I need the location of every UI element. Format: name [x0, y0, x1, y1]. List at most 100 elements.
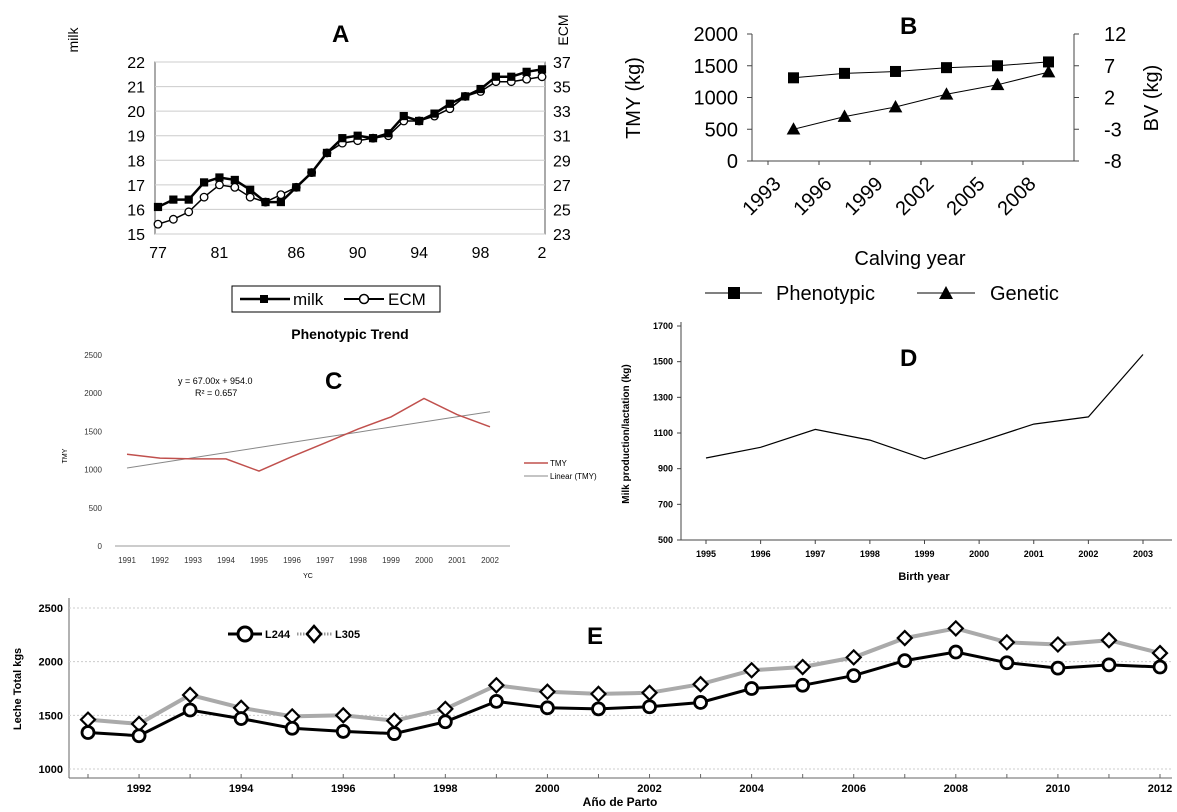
chart-e-point-l244	[948, 644, 964, 660]
chart-d-ytick: 500	[658, 535, 673, 545]
chart-e-xtick: 2010	[1046, 783, 1070, 795]
chart-d-xtick: 1998	[860, 549, 880, 559]
chart-d-xtick: 1996	[751, 549, 771, 559]
chart-b-legend-genetic: Genetic	[917, 283, 1059, 305]
chart-b-xlabel: Calving year	[854, 248, 966, 270]
chart-c-ytick: 2500	[84, 351, 102, 360]
chart-e-ytick: 2000	[39, 657, 63, 669]
chart-e-point-l305	[845, 648, 863, 666]
chart-a-point-milk	[461, 92, 470, 101]
chart-a-point-ecm	[199, 192, 209, 202]
chart-d-xtick: 1997	[805, 549, 825, 559]
chart-a-xtick: 77	[149, 245, 167, 262]
chart-e-point-l244	[795, 677, 811, 693]
chart-a-xtick: 98	[472, 245, 490, 262]
chart-b-point-phenotypic	[839, 67, 850, 79]
chart-c-ytick: 500	[89, 504, 103, 513]
chart-b-point-genetic	[939, 87, 954, 100]
chart-c-ytick: 0	[98, 542, 103, 551]
chart-c-xtick: 1995	[250, 556, 268, 565]
chart-c-ylabel: TMY	[62, 448, 69, 463]
chart-a-point-milk	[246, 185, 255, 194]
chart-e-xtick: 2002	[637, 783, 661, 795]
chart-d-ytick: 1700	[653, 321, 673, 331]
chart-e-xtick: 1994	[229, 783, 254, 795]
chart-c-ytick: 1500	[84, 427, 102, 436]
chart-e-point-l305	[998, 633, 1016, 651]
chart-d-xtick: 2001	[1024, 549, 1044, 559]
chart-b-legend-genetic-label: Genetic	[990, 283, 1059, 305]
chart-b-point-phenotypic	[788, 72, 799, 84]
chart-c-title: Phenotypic Trend	[291, 326, 408, 342]
chart-a-point-milk	[476, 84, 485, 94]
chart-a-xtick: 90	[349, 245, 367, 262]
chart-a-point-milk	[322, 148, 332, 158]
chart-e-legend-l244: L244	[228, 625, 291, 643]
chart-a-point-ecm	[168, 214, 178, 224]
chart-d-xtick: 1995	[696, 549, 716, 559]
chart-a-ytick-right: 29	[553, 153, 571, 170]
chart-c-ytick: 2000	[84, 389, 102, 398]
chart-a-point-milk	[215, 173, 224, 182]
chart-e-xtick: 2000	[535, 783, 559, 795]
chart-a-point-milk	[537, 65, 547, 74]
chart-a-xtick: 94	[410, 245, 428, 262]
chart-b-point-genetic	[837, 109, 852, 122]
chart-b-ylabel-left: TMY (kg)	[623, 57, 645, 139]
chart-e-point-l244	[488, 693, 504, 709]
chart-e-xlabel: Año de Parto	[583, 795, 658, 809]
chart-d: Milk production/lactation (kg) Birth yea…	[621, 321, 1172, 583]
chart-b-point-genetic	[786, 122, 801, 135]
chart-e-point-l305	[487, 676, 505, 694]
chart-a-ylabel-left: milk	[65, 27, 81, 53]
chart-e-point-l305	[896, 629, 914, 647]
chart-e-point-l244	[642, 699, 657, 715]
chart-e-point-l305	[334, 706, 352, 724]
chart-a-point-ecm	[230, 182, 240, 192]
chart-e-ylabel: Leche Total kgs	[12, 648, 24, 730]
chart-a-point-milk	[169, 195, 178, 204]
chart-b-point-phenotypic	[992, 60, 1003, 72]
chart-b-ytick-right: -8	[1104, 151, 1122, 173]
chart-c-xtick: 1994	[217, 556, 235, 565]
chart-d-xtick: 2003	[1133, 549, 1153, 559]
chart-e-point-l244	[693, 695, 708, 710]
chart-e-point-l305	[743, 661, 761, 679]
chart-e: Leche Total kgs Año de Parto L244 L305 1…	[12, 598, 1172, 809]
chart-a-ytick-left: 16	[127, 202, 145, 219]
chart-a-legend-milk: milk	[240, 290, 324, 309]
chart-b-xtick: 1993	[739, 173, 786, 220]
chart-a-ytick-left: 18	[127, 153, 145, 170]
chart-e-xtick: 2004	[739, 783, 764, 795]
chart-a-ytick-left: 21	[127, 80, 145, 97]
chart-a-point-milk	[338, 134, 347, 143]
chart-c: Phenotypic Trend y = 67.00x + 954.0 R² =…	[62, 326, 597, 580]
chart-e-xtick: 1996	[331, 783, 355, 795]
chart-a-point-milk	[353, 131, 362, 140]
chart-a-point-milk	[507, 72, 516, 81]
panel-letter-c: C	[325, 368, 342, 395]
chart-b-ytick-left: 500	[705, 119, 738, 141]
chart-b-ytick-left: 1000	[694, 88, 739, 110]
chart-e-xtick: 1992	[127, 783, 151, 795]
chart-a-ytick-right: 27	[553, 178, 571, 195]
chart-a-point-ecm	[153, 219, 163, 229]
chart-b-series-phenotypic-line	[793, 61, 1049, 79]
chart-a-point-milk	[230, 175, 239, 185]
chart-b-ytick-left: 0	[727, 151, 738, 173]
chart-a-legend-ecm-label: ECM	[388, 290, 426, 309]
chart-e-point-l305	[589, 685, 608, 703]
chart-b-ytick-left: 2000	[694, 24, 739, 46]
chart-e-point-l244	[284, 720, 300, 736]
chart-c-legend-linear-label: Linear (TMY)	[550, 472, 597, 481]
chart-a-xtick: 86	[287, 245, 305, 262]
chart-e-point-l305	[640, 684, 659, 702]
chart-a-ytick-left: 22	[127, 55, 145, 72]
chart-a-ytick-right: 31	[553, 129, 571, 146]
chart-e-point-l244	[182, 702, 198, 718]
chart-e-point-l244	[386, 726, 402, 741]
chart-e-point-l305	[538, 683, 556, 701]
chart-a-point-milk	[153, 202, 163, 212]
chart-a-point-ecm	[245, 192, 255, 202]
